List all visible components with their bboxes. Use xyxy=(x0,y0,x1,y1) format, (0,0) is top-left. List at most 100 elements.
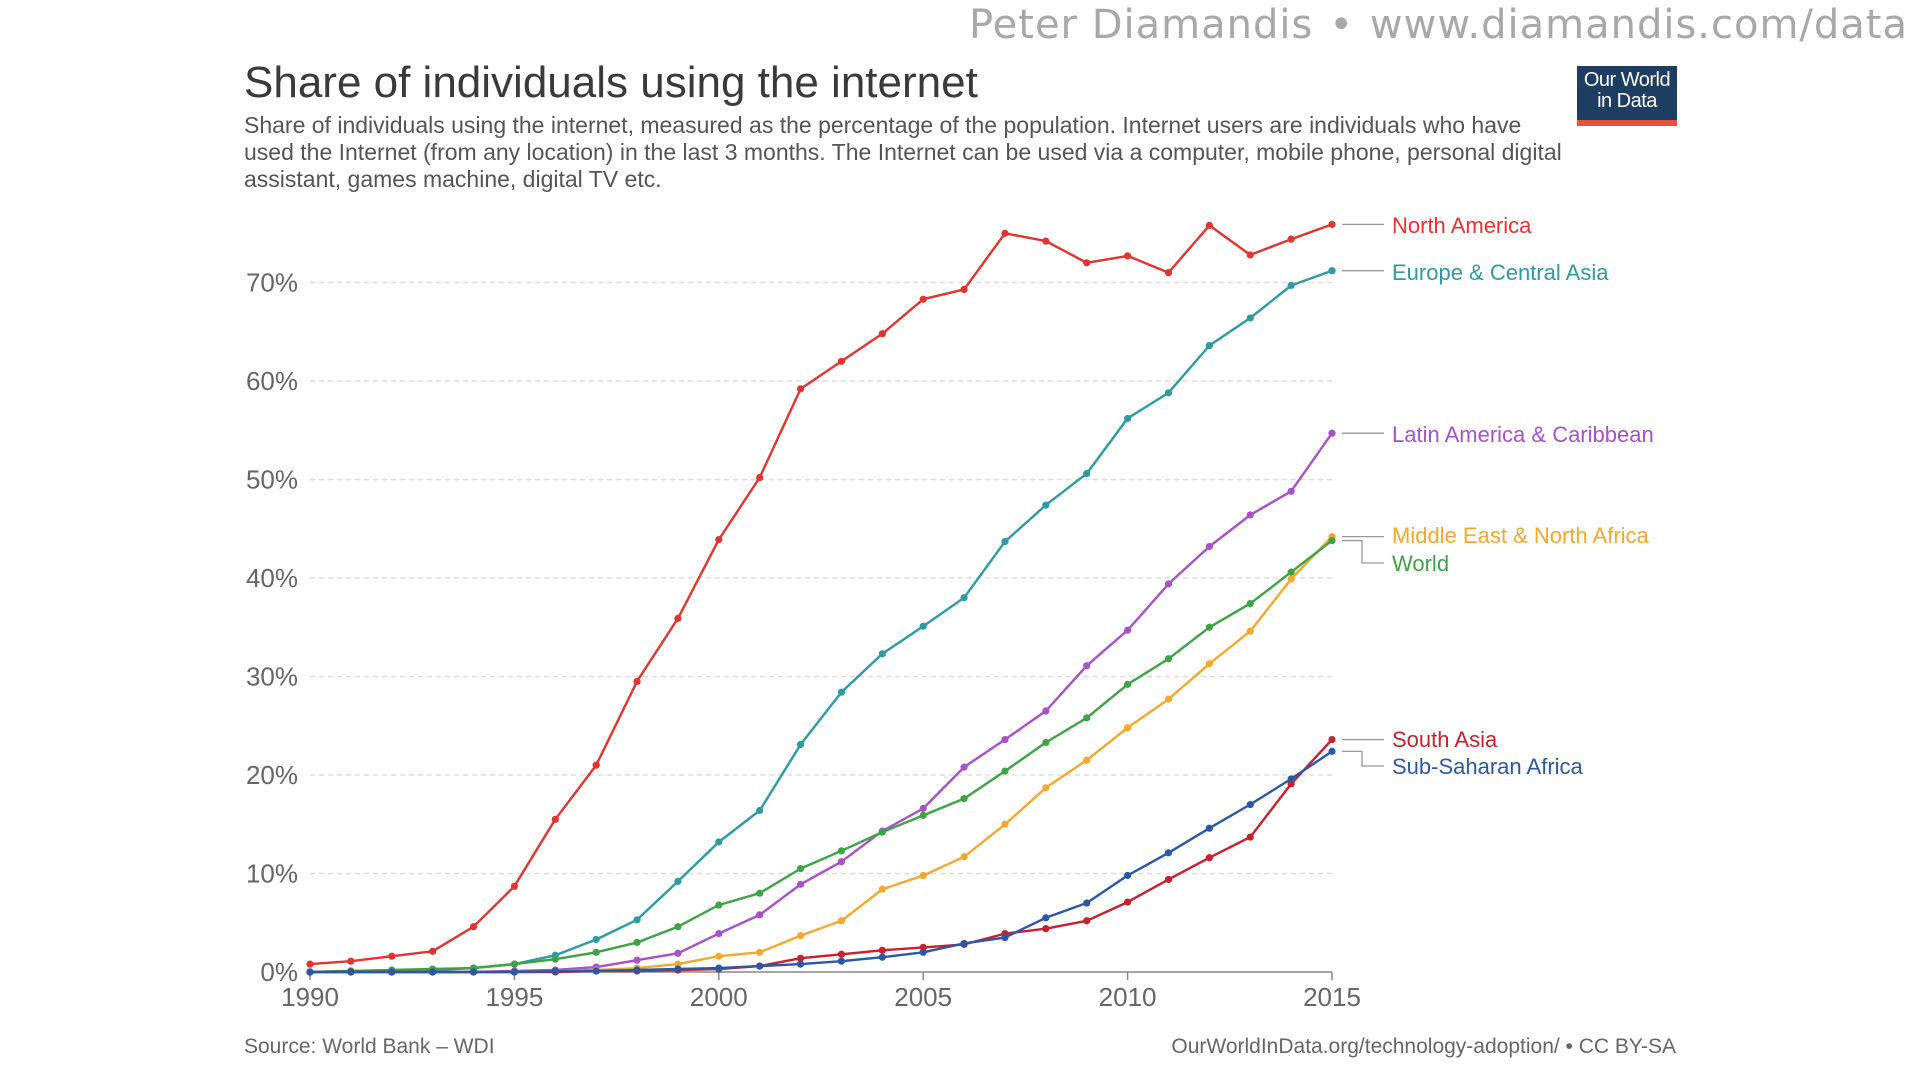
data-point-north-america xyxy=(756,473,764,482)
data-point-sub-saharan-africa xyxy=(429,968,437,976)
data-point-sub-saharan-africa xyxy=(837,957,846,965)
data-point-north-america xyxy=(551,815,559,823)
series-line-world xyxy=(309,539,1333,974)
logo-accent-bar xyxy=(1577,120,1677,126)
data-point-europe-central-asia xyxy=(1083,469,1091,478)
x-tick-label: 2015 xyxy=(1303,982,1361,1012)
data-point-latin-america-caribbean xyxy=(674,949,682,957)
data-point-north-america xyxy=(1164,269,1173,277)
data-point-world xyxy=(1164,655,1173,663)
data-point-north-america xyxy=(1328,220,1336,228)
license-note[interactable]: OurWorldInData.org/technology-adoption/ … xyxy=(1171,1035,1676,1058)
data-point-latin-america-caribbean xyxy=(1287,487,1295,495)
data-point-sub-saharan-africa xyxy=(633,966,641,974)
data-point-middle-east-north-africa xyxy=(919,871,927,880)
data-point-world xyxy=(1205,623,1213,631)
data-point-europe-central-asia xyxy=(1328,267,1336,275)
data-point-middle-east-north-africa xyxy=(674,960,682,968)
data-point-sub-saharan-africa xyxy=(1083,899,1091,907)
data-point-europe-central-asia xyxy=(1205,341,1213,350)
data-point-latin-america-caribbean xyxy=(1001,735,1009,744)
data-point-sub-saharan-africa xyxy=(715,964,723,972)
series-label-latin-america-caribbean: Latin America & Caribbean xyxy=(1392,422,1654,447)
data-point-north-america xyxy=(1287,235,1295,243)
data-point-middle-east-north-africa xyxy=(1001,820,1009,828)
data-point-middle-east-north-africa xyxy=(837,917,846,925)
data-point-world xyxy=(1083,714,1091,722)
data-point-sub-saharan-africa xyxy=(551,967,559,975)
data-point-middle-east-north-africa xyxy=(1287,575,1295,583)
data-point-south-asia xyxy=(1287,780,1295,788)
data-point-sub-saharan-africa xyxy=(1001,933,1009,942)
data-point-latin-america-caribbean xyxy=(919,804,927,813)
data-point-sub-saharan-africa xyxy=(469,968,478,976)
x-tick-label: 1990 xyxy=(281,982,339,1012)
data-point-sub-saharan-africa xyxy=(510,968,518,976)
data-point-sub-saharan-africa xyxy=(919,948,927,956)
data-point-south-asia xyxy=(1246,833,1254,841)
x-tick-label: 2005 xyxy=(894,982,952,1012)
data-point-europe-central-asia xyxy=(837,688,846,696)
data-point-south-asia xyxy=(1124,898,1132,906)
data-point-north-america xyxy=(306,960,314,968)
data-point-sub-saharan-africa xyxy=(306,968,314,976)
data-point-middle-east-north-africa xyxy=(1083,756,1091,764)
series-label-world: World xyxy=(1392,551,1449,576)
data-point-latin-america-caribbean xyxy=(715,929,723,938)
data-point-sub-saharan-africa xyxy=(674,965,682,973)
series-label-north-america: North America xyxy=(1392,213,1532,238)
credit-separator: • xyxy=(1329,2,1354,48)
data-point-sub-saharan-africa xyxy=(796,960,805,968)
data-point-latin-america-caribbean xyxy=(1164,580,1173,588)
series-line-middle-east-north-africa xyxy=(310,535,1333,974)
label-connector-sub-saharan-africa xyxy=(1342,750,1384,767)
credit-url[interactable]: www.diamandis.com/data xyxy=(1369,2,1908,48)
data-point-world xyxy=(674,923,682,931)
data-point-world xyxy=(715,901,723,909)
data-point-europe-central-asia xyxy=(1287,281,1295,290)
x-tick-label: 2010 xyxy=(1099,982,1157,1012)
data-point-latin-america-caribbean xyxy=(633,956,641,964)
data-point-world xyxy=(756,889,764,897)
data-point-europe-central-asia xyxy=(1001,537,1009,546)
data-point-latin-america-caribbean xyxy=(796,880,805,888)
label-connector-world xyxy=(1342,539,1384,564)
data-point-north-america xyxy=(469,923,478,931)
data-point-north-america xyxy=(1205,221,1213,229)
series-line-sub-saharan-africa xyxy=(310,750,1333,974)
data-point-sub-saharan-africa xyxy=(1328,747,1336,755)
data-point-sub-saharan-africa xyxy=(960,939,968,948)
y-tick-label: 20% xyxy=(246,760,298,790)
data-point-south-asia xyxy=(1328,735,1336,744)
data-point-europe-central-asia xyxy=(715,838,723,846)
data-point-middle-east-north-africa xyxy=(796,931,805,940)
data-point-sub-saharan-africa xyxy=(347,968,355,976)
y-tick-label: 30% xyxy=(246,662,298,692)
data-point-europe-central-asia xyxy=(960,594,968,602)
data-point-sub-saharan-africa xyxy=(1164,849,1173,857)
data-point-sub-saharan-africa xyxy=(1205,824,1213,832)
series-line-latin-america-caribbean xyxy=(310,432,1333,974)
data-point-south-asia xyxy=(878,946,886,954)
data-point-middle-east-north-africa xyxy=(1124,724,1132,732)
data-point-sub-saharan-africa xyxy=(388,968,396,976)
series-label-south-asia: South Asia xyxy=(1392,727,1498,752)
data-point-north-america xyxy=(592,761,600,769)
our-world-in-data-logo[interactable]: Our World in Data xyxy=(1577,66,1677,126)
data-point-world xyxy=(878,828,886,836)
data-point-latin-america-caribbean xyxy=(1205,542,1213,551)
data-point-world xyxy=(1287,568,1295,576)
data-point-sub-saharan-africa xyxy=(756,962,764,970)
y-tick-label: 10% xyxy=(246,859,298,889)
series-label-sub-saharan-africa: Sub-Saharan Africa xyxy=(1392,754,1584,779)
data-point-world xyxy=(1124,680,1132,688)
chart-subtitle: Share of individuals using the internet,… xyxy=(244,112,1562,192)
data-point-europe-central-asia xyxy=(592,935,600,944)
data-point-north-america xyxy=(796,385,805,393)
y-tick-label: 40% xyxy=(246,563,298,593)
data-point-europe-central-asia xyxy=(1124,414,1132,423)
data-point-europe-central-asia xyxy=(919,622,927,630)
data-point-world xyxy=(1042,738,1050,747)
source-note: Source: World Bank – WDI xyxy=(244,1035,495,1058)
data-point-world xyxy=(510,960,518,968)
